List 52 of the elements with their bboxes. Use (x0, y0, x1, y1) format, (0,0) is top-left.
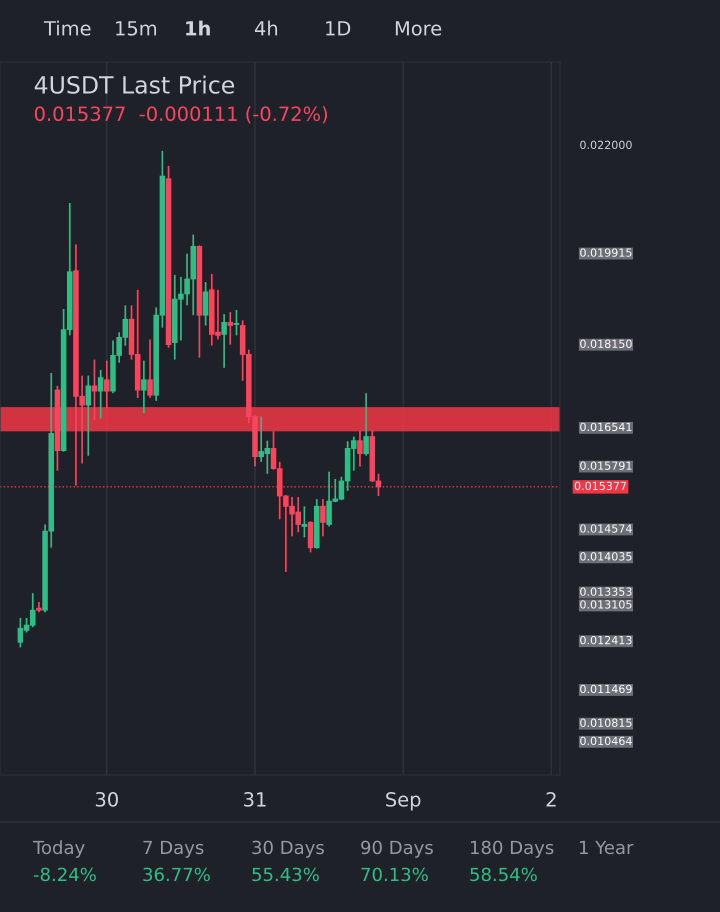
chart-title: 4USDT Last Price (34, 76, 234, 94)
candlestick (86, 374, 92, 457)
y-tick-label: 0.013353 (580, 587, 632, 596)
y-tick-label: 0.010815 (580, 718, 632, 727)
y-tick-label: 0.014574 (580, 524, 632, 533)
candlestick (357, 430, 363, 468)
text: -8.24% (34, 868, 96, 882)
y-tick-label: 0.019915 (580, 248, 632, 257)
y-tick-label: 0.014035 (580, 552, 632, 561)
text: 7 Days (143, 840, 204, 858)
text: 1h (186, 20, 210, 36)
candlestick (363, 392, 369, 457)
y-tick-label: 0.012413 (580, 636, 632, 644)
candlestick (147, 338, 153, 399)
y-tick-label: 0.016541 (580, 422, 632, 432)
text: 15m (116, 21, 156, 36)
text: 1D (326, 21, 350, 36)
text: 4h (254, 20, 278, 36)
y-tick-label: 0.015791 (580, 461, 632, 470)
text: 58.54% (470, 868, 537, 882)
y-tick-label: 0.011469 (580, 684, 632, 694)
candlestick (98, 369, 104, 420)
candlestick (221, 313, 227, 369)
candlestick (36, 601, 42, 614)
candlestick (228, 311, 234, 346)
text: Today (32, 840, 85, 858)
y-tick-label: 0.013105 (580, 600, 632, 609)
text: 1 Year (580, 840, 634, 854)
text: 90 Days (361, 840, 433, 858)
x-tick-label: 31 (244, 792, 266, 807)
text: 70.13% (361, 868, 428, 882)
text: 55.43% (252, 868, 319, 882)
text: 30 Days (252, 840, 324, 858)
x-tick-label: 30 (96, 792, 118, 807)
text: Time (44, 20, 91, 36)
y-tick-label: 0.010464 (580, 736, 632, 746)
candlestick (320, 498, 326, 538)
text: More (396, 21, 442, 36)
x-tick-label: 2 (546, 792, 556, 806)
x-tick-label: Sep (386, 792, 420, 810)
text: 36.77% (143, 868, 210, 882)
candlestick (104, 360, 110, 409)
candlestick (92, 358, 98, 421)
text: 180 Days (470, 840, 554, 858)
y-tick-label: 0.022000 (580, 140, 632, 150)
candlestick (234, 309, 240, 336)
y-tick-label: 0.018150 (580, 340, 632, 348)
text: 0.015377 -0.000111 (-0.72%) (34, 106, 328, 124)
candlestick (141, 360, 147, 414)
candlestick (202, 281, 208, 326)
ref-line-label: 0.015377 (574, 482, 626, 490)
candlestick (302, 506, 308, 538)
